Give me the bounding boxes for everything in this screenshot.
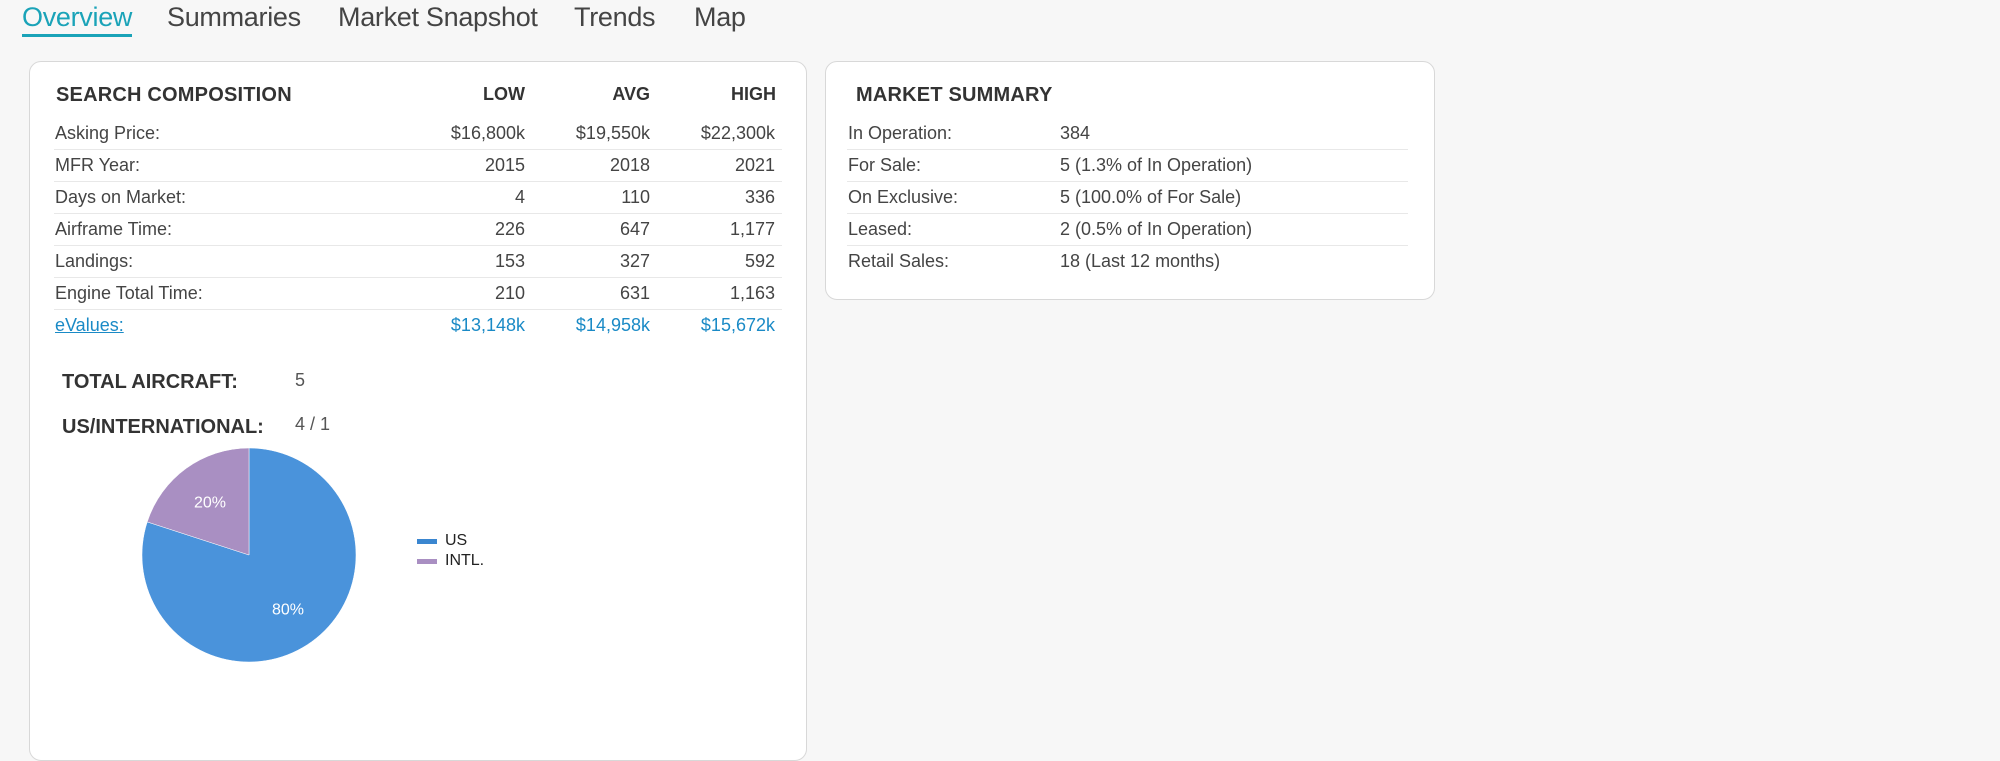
row-value-avg: 647: [619, 219, 650, 239]
row-value-low: 226: [494, 219, 525, 239]
row-label: In Operation:: [848, 123, 953, 143]
row-value-low: $16,800k: [450, 123, 525, 143]
legend-label-us: US: [445, 532, 468, 549]
pie-data-label: 80%: [272, 602, 304, 619]
card-title: SEARCH COMPOSITION: [56, 84, 292, 106]
row-value-high: 592: [744, 251, 775, 271]
pie-slice-us: [141, 447, 357, 663]
table-row: Landings: 153 327 592: [54, 246, 782, 278]
summary-row: On Exclusive: 5 (100.0% of For Sale): [847, 182, 1408, 214]
summary-row: Leased: 2 (0.5% of In Operation): [847, 214, 1408, 246]
legend-swatch-intl: [417, 558, 437, 564]
total-aircraft-value: 5: [295, 370, 306, 390]
legend-label-intl: INTL.: [445, 552, 485, 569]
column-header-high: HIGH: [731, 84, 776, 104]
pie-slice-intl: [146, 447, 250, 556]
row-value: 5 (1.3% of In Operation): [1060, 155, 1253, 175]
us-international-value: 4 / 1: [295, 414, 331, 434]
row-value-low: 2015: [484, 155, 525, 175]
table-row: Airframe Time: 226 647 1,177: [54, 214, 782, 246]
row-label: Asking Price:: [55, 123, 161, 143]
tab-market-snapshot[interactable]: Market Snapshot: [338, 2, 538, 32]
tab-overview[interactable]: Overview: [22, 2, 132, 37]
us-international-label: US/INTERNATIONAL:: [62, 416, 264, 438]
table-row: Engine Total Time: 210 631 1,163: [54, 278, 782, 310]
row-value-avg: 2018: [609, 155, 650, 175]
row-value-avg: $14,958k: [575, 315, 650, 335]
row-label: Retail Sales:: [848, 251, 950, 271]
summary-row: Retail Sales: 18 (Last 12 months): [847, 246, 1408, 278]
row-label: Days on Market:: [55, 187, 187, 207]
row-value-high: $15,672k: [700, 315, 775, 335]
row-value-avg: $19,550k: [575, 123, 650, 143]
row-value-high: 336: [744, 187, 775, 207]
row-label: Landings:: [55, 251, 134, 271]
row-label: MFR Year:: [55, 155, 141, 175]
row-value-high: 1,163: [729, 283, 775, 303]
table-row: MFR Year: 2015 2018 2021: [54, 150, 782, 182]
row-value-avg: 631: [619, 283, 650, 303]
row-label: Airframe Time:: [55, 219, 173, 239]
row-value: 2 (0.5% of In Operation): [1060, 219, 1253, 239]
column-header-avg: AVG: [612, 84, 650, 104]
us-international-pie-chart: 80% 20%: [141, 447, 357, 663]
summary-row: In Operation: 384: [847, 118, 1408, 150]
row-value-low: 210: [494, 283, 525, 303]
row-value-low: 153: [494, 251, 525, 271]
row-label: Leased:: [848, 219, 913, 239]
legend-swatch-us: [417, 538, 437, 544]
pie-data-label: 20%: [194, 494, 226, 511]
tab-map[interactable]: Map: [694, 2, 746, 32]
row-value-avg: 110: [621, 187, 650, 207]
table-row: Days on Market: 4 110 336: [54, 182, 782, 214]
table-row: Asking Price: $16,800k $19,550k $22,300k: [54, 118, 782, 150]
row-value-avg: 327: [619, 251, 650, 271]
summary-row: For Sale: 5 (1.3% of In Operation): [847, 150, 1408, 182]
legend-item-intl: INTL.: [417, 552, 484, 570]
market-summary-card: MARKET SUMMARY In Operation: 384 For Sale:…: [825, 61, 1435, 300]
tab-summaries[interactable]: Summaries: [167, 2, 301, 32]
evalues-link[interactable]: eValues:: [55, 315, 124, 335]
total-aircraft-label: TOTAL AIRCRAFT:: [62, 371, 238, 393]
row-value: 384: [1060, 123, 1091, 143]
row-value-high: 2021: [734, 155, 775, 175]
row-value: 5 (100.0% of For Sale): [1060, 187, 1242, 207]
column-header-low: LOW: [483, 84, 525, 104]
row-label: On Exclusive:: [848, 187, 959, 207]
table-row: eValues: $13,148k $14,958k $15,672k: [54, 310, 782, 342]
row-value-high: $22,300k: [700, 123, 775, 143]
row-value: 18 (Last 12 months): [1060, 251, 1221, 271]
search-composition-card: SEARCH COMPOSITION LOW AVG HIGH Asking P…: [29, 61, 807, 761]
card-title: MARKET SUMMARY: [856, 84, 1053, 106]
legend-item-us: US: [417, 532, 467, 550]
row-label: Engine Total Time:: [55, 283, 203, 303]
row-value-high: 1,177: [729, 219, 775, 239]
tab-trends[interactable]: Trends: [574, 2, 656, 32]
row-value-low: 4: [514, 187, 525, 207]
row-value-low: $13,148k: [450, 315, 525, 335]
row-label: For Sale:: [848, 155, 922, 175]
